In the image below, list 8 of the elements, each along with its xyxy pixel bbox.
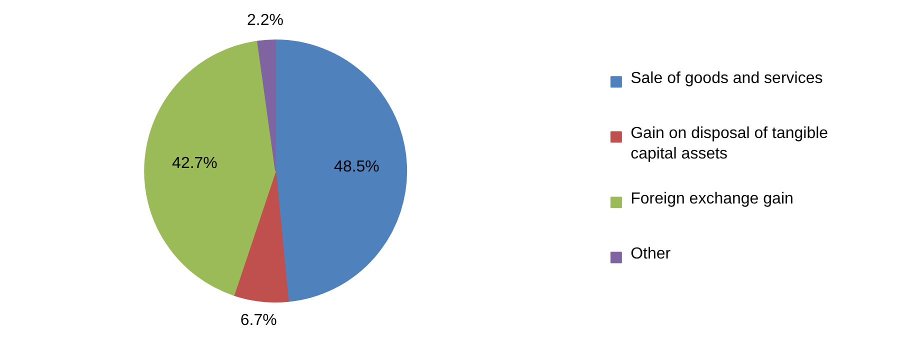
legend-label: Other <box>630 246 672 263</box>
legend-label: Sale of goods and services <box>630 70 823 88</box>
legend-label: Foreign exchange gain <box>630 190 794 208</box>
legend-label: Gain on disposal of tangible capital assets <box>630 125 828 163</box>
data-label: 2.2% <box>246 12 284 30</box>
data-label: 6.7% <box>240 312 277 330</box>
data-label: 42.7% <box>172 154 218 172</box>
data-label: 48.5% <box>334 158 380 176</box>
